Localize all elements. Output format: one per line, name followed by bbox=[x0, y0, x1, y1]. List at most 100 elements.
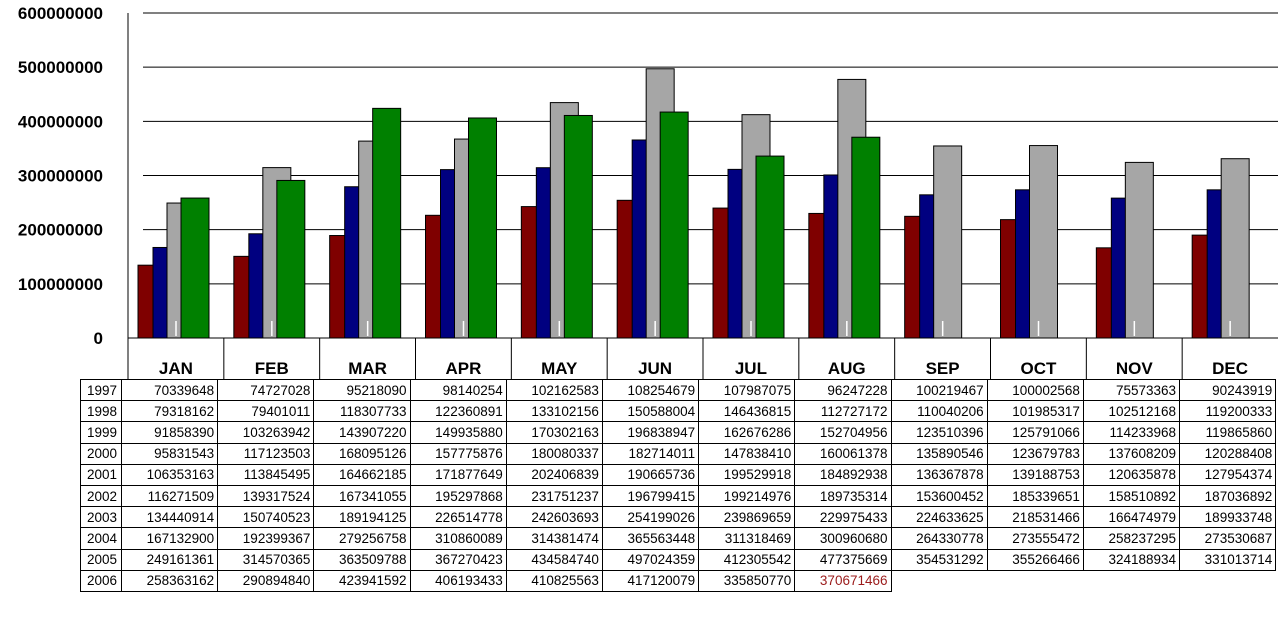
month-label-jun: JUN bbox=[638, 359, 672, 378]
value-cell: 331013714 bbox=[1179, 548, 1277, 571]
value-cell: 258363162 bbox=[120, 569, 219, 592]
value-cell: 195297868 bbox=[409, 484, 507, 508]
value-cell: 112727172 bbox=[794, 400, 892, 423]
value-cell: 242603693 bbox=[505, 506, 603, 529]
value-cell: 133102156 bbox=[505, 400, 603, 423]
year-cell: 2003 bbox=[80, 506, 122, 529]
year-cell: 2002 bbox=[80, 484, 122, 508]
bar-2006-jun bbox=[659, 111, 689, 339]
month-label-sep: SEP bbox=[926, 359, 960, 378]
value-cell: 119865860 bbox=[1179, 421, 1277, 444]
value-cell: 149935880 bbox=[409, 421, 507, 444]
value-cell: 79401011 bbox=[217, 400, 315, 423]
value-cell: 354531292 bbox=[890, 548, 988, 571]
value-cell: 103263942 bbox=[217, 421, 315, 444]
year-cell: 2006 bbox=[80, 569, 122, 592]
value-cell: 410825563 bbox=[505, 569, 603, 592]
value-cell: 157775876 bbox=[409, 442, 507, 465]
bar-2006-jul bbox=[755, 155, 785, 339]
table-row: 2006 258363162 290894840 423941592 406193433… bbox=[80, 569, 1276, 592]
table-row: 2003 134440914 150740523 189194125 226514778… bbox=[80, 506, 1277, 529]
value-cell: 101985317 bbox=[986, 400, 1084, 423]
value-cell: 136367878 bbox=[890, 463, 988, 486]
year-cell: 2001 bbox=[80, 463, 122, 486]
value-cell: 406193433 bbox=[409, 569, 507, 592]
value-cell: 190665736 bbox=[601, 463, 700, 486]
value-cell: 98140254 bbox=[409, 378, 507, 402]
value-cell: 120635878 bbox=[1082, 463, 1181, 486]
year-cell: 2000 bbox=[80, 442, 122, 465]
value-cell: 95831543 bbox=[120, 442, 219, 465]
month-label-jul: JUL bbox=[735, 359, 767, 378]
value-cell: 314570365 bbox=[217, 548, 315, 571]
value-cell: 95218090 bbox=[313, 378, 411, 402]
value-cell: 196799415 bbox=[601, 484, 700, 508]
value-cell: 102512168 bbox=[1082, 400, 1181, 423]
bar-2006-feb bbox=[276, 179, 306, 339]
value-cell: 143907220 bbox=[313, 421, 411, 444]
year-cell: 1999 bbox=[80, 421, 122, 444]
table-row: 1997 70339648 74727028 95218090 98140254 1021… bbox=[80, 378, 1277, 402]
bar-2005-dec bbox=[1220, 158, 1250, 339]
table-row: 2000 95831543 117123503 168095126 157775876 1… bbox=[80, 442, 1277, 465]
value-cell: 239869659 bbox=[698, 506, 796, 529]
value-cell: 171877649 bbox=[409, 463, 507, 486]
month-label-mar: MAR bbox=[348, 359, 387, 378]
table-row: 2001 106353163 113845495 164662185 171877649… bbox=[80, 463, 1277, 486]
value-cell: 314381474 bbox=[505, 527, 603, 550]
y-tick-label: 400000000 bbox=[18, 112, 103, 131]
value-cell: 153600452 bbox=[890, 484, 988, 508]
value-cell: 123510396 bbox=[890, 421, 988, 444]
value-cell: 75573363 bbox=[1082, 378, 1181, 402]
value-cell: 168095126 bbox=[313, 442, 411, 465]
y-tick-label: 500000000 bbox=[18, 58, 103, 77]
value-cell: 114233968 bbox=[1082, 421, 1181, 444]
value-cell: 273530687 bbox=[1179, 527, 1277, 550]
value-cell: 249161361 bbox=[120, 548, 219, 571]
value-cell: 120288408 bbox=[1179, 442, 1277, 465]
value-cell: 264330778 bbox=[890, 527, 988, 550]
value-cell: 166474979 bbox=[1082, 506, 1181, 529]
bar-chart: 0 100000000 200000000 300000000 400000000 500… bbox=[18, 4, 1278, 380]
value-cell: 184892938 bbox=[794, 463, 892, 486]
value-cell: 100002568 bbox=[986, 378, 1084, 402]
value-cell: 139317524 bbox=[217, 484, 315, 508]
month-label-dec: DEC bbox=[1212, 359, 1248, 378]
value-cell: 199214976 bbox=[698, 484, 796, 508]
bar-2005-oct bbox=[1029, 145, 1058, 339]
value-cell bbox=[1083, 570, 1179, 591]
value-cell: 199529918 bbox=[698, 463, 796, 486]
year-cell: 2004 bbox=[80, 527, 122, 550]
month-label-aug: AUG bbox=[828, 359, 866, 378]
value-cell: 150588004 bbox=[601, 400, 700, 423]
bar-2005-nov bbox=[1124, 161, 1154, 339]
value-cell: 180080337 bbox=[505, 442, 603, 465]
value-cell: 70339648 bbox=[120, 378, 219, 402]
value-cell: 365563448 bbox=[601, 527, 700, 550]
value-cell: 355266466 bbox=[986, 548, 1084, 571]
value-cell bbox=[1180, 570, 1276, 591]
value-cell: 147838410 bbox=[698, 442, 796, 465]
value-cell: 107987075 bbox=[698, 378, 796, 402]
bar-2006-apr bbox=[468, 117, 497, 339]
value-cell: 90243919 bbox=[1179, 378, 1277, 402]
value-cell: 370671466 bbox=[794, 569, 892, 592]
value-cell: 91858390 bbox=[120, 421, 219, 444]
value-cell: 122360891 bbox=[409, 400, 507, 423]
value-cell: 79318162 bbox=[120, 400, 219, 423]
bar-2006-may bbox=[563, 114, 593, 339]
value-cell: 116271509 bbox=[120, 484, 219, 508]
value-cell: 423941592 bbox=[313, 569, 411, 592]
value-cell: 160061378 bbox=[794, 442, 892, 465]
value-cell: 189735314 bbox=[794, 484, 892, 508]
value-cell: 96247228 bbox=[794, 378, 892, 402]
value-cell: 170302163 bbox=[505, 421, 603, 444]
y-tick-label: 600000000 bbox=[18, 4, 103, 23]
value-cell: 102162583 bbox=[505, 378, 603, 402]
value-cell: 185339651 bbox=[986, 484, 1084, 508]
value-cell: 117123503 bbox=[217, 442, 315, 465]
value-cell: 192399367 bbox=[217, 527, 315, 550]
value-cell: 113845495 bbox=[217, 463, 315, 486]
value-cell: 417120079 bbox=[601, 569, 700, 592]
value-cell: 125791066 bbox=[986, 421, 1084, 444]
